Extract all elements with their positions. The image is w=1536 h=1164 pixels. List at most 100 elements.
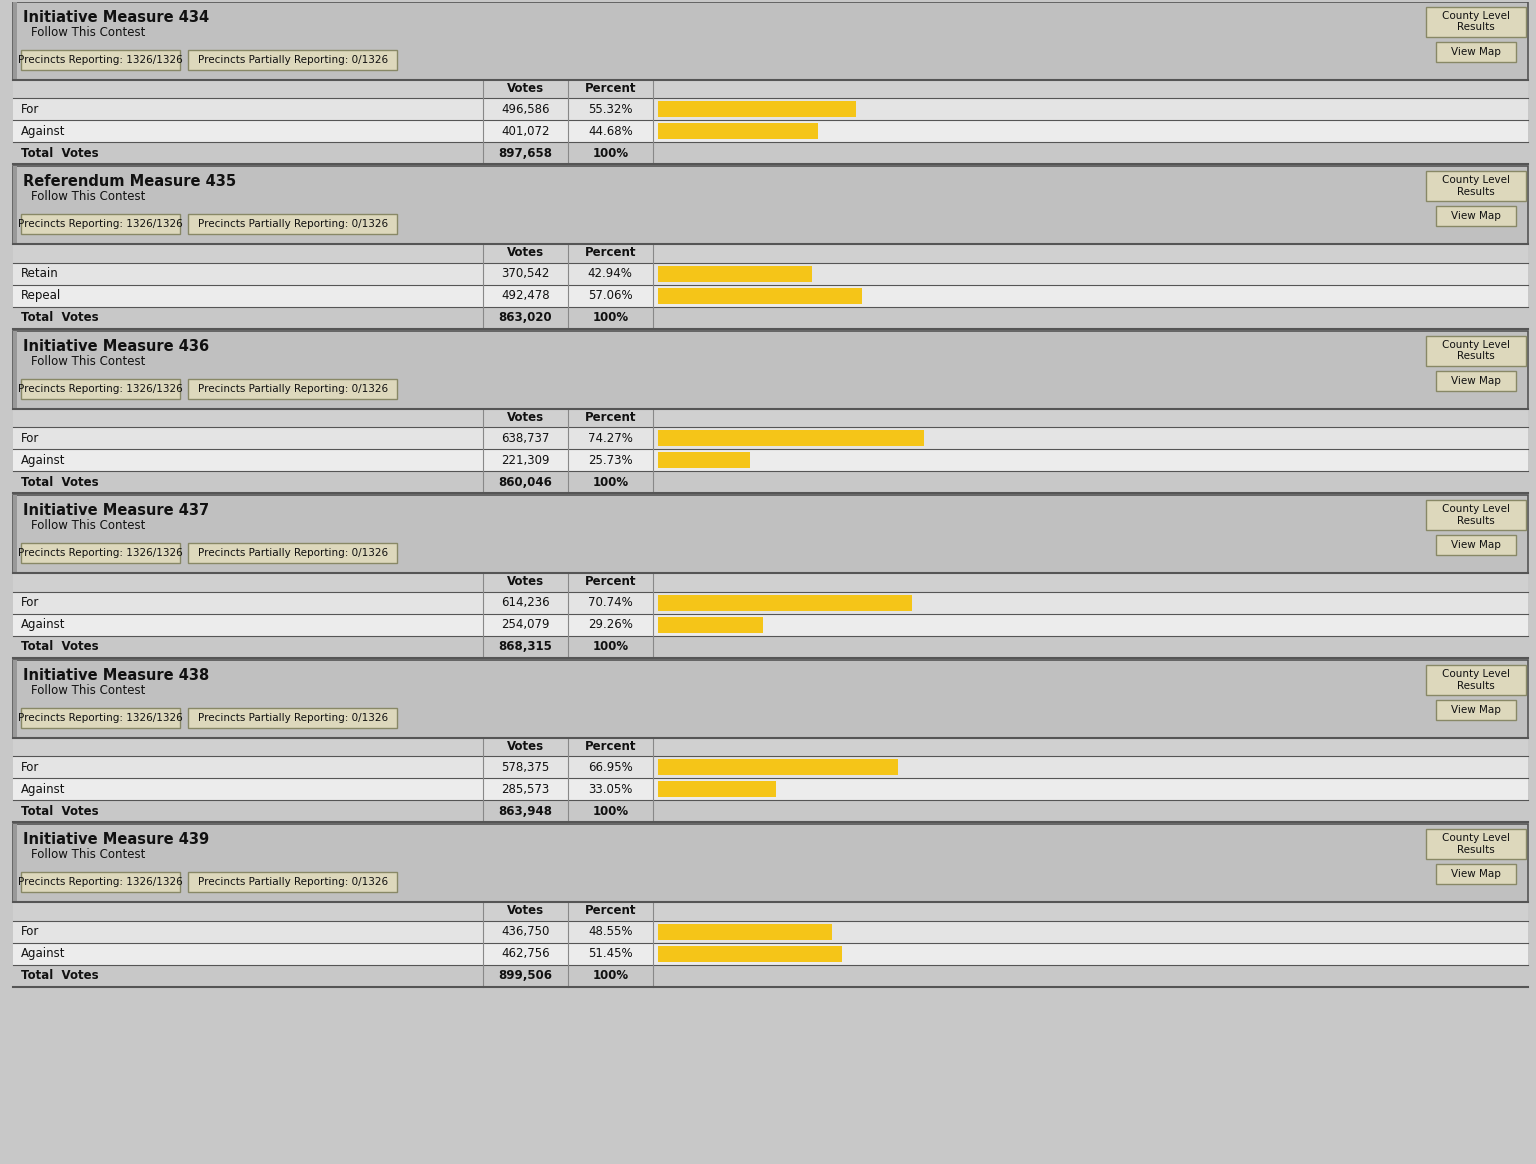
Text: Total  Votes: Total Votes bbox=[20, 640, 98, 653]
Bar bbox=[12, 801, 1528, 822]
Text: Precincts Partially Reporting: 0/1326: Precincts Partially Reporting: 0/1326 bbox=[198, 548, 387, 558]
Bar bbox=[187, 50, 398, 70]
Bar bbox=[12, 142, 1528, 164]
Bar bbox=[1436, 370, 1516, 391]
Text: Initiative Measure 438: Initiative Measure 438 bbox=[23, 668, 209, 683]
Bar bbox=[12, 120, 1528, 142]
Text: 29.26%: 29.26% bbox=[588, 618, 633, 631]
Text: Votes: Votes bbox=[507, 739, 544, 752]
Text: Referendum Measure 435: Referendum Measure 435 bbox=[23, 175, 235, 190]
Bar bbox=[657, 617, 763, 633]
Text: Against: Against bbox=[20, 125, 65, 137]
Bar bbox=[657, 946, 842, 961]
Text: Percent: Percent bbox=[585, 904, 636, 917]
Text: 100%: 100% bbox=[593, 311, 628, 325]
Text: 899,506: 899,506 bbox=[499, 970, 553, 982]
Text: View Map: View Map bbox=[1452, 870, 1501, 879]
Bar bbox=[12, 2, 1528, 79]
Text: 285,573: 285,573 bbox=[501, 783, 550, 796]
Bar bbox=[1436, 864, 1516, 885]
Bar bbox=[20, 50, 180, 70]
Text: Total  Votes: Total Votes bbox=[20, 476, 98, 489]
Text: Initiative Measure 436: Initiative Measure 436 bbox=[23, 339, 209, 354]
Text: Total  Votes: Total Votes bbox=[20, 311, 98, 325]
Bar bbox=[12, 779, 1528, 801]
Bar bbox=[187, 708, 398, 728]
Text: Total  Votes: Total Votes bbox=[20, 147, 98, 159]
Text: For: For bbox=[20, 596, 38, 610]
Text: 496,586: 496,586 bbox=[501, 102, 550, 116]
Text: Precincts Reporting: 1326/1326: Precincts Reporting: 1326/1326 bbox=[18, 712, 183, 723]
Text: View Map: View Map bbox=[1452, 540, 1501, 551]
Text: Percent: Percent bbox=[585, 81, 636, 94]
Text: View Map: View Map bbox=[1452, 704, 1501, 715]
Bar bbox=[12, 738, 1528, 757]
Text: 370,542: 370,542 bbox=[501, 268, 550, 281]
Text: Precincts Partially Reporting: 0/1326: Precincts Partially Reporting: 0/1326 bbox=[198, 384, 387, 393]
Text: 897,658: 897,658 bbox=[499, 147, 553, 159]
Text: Total  Votes: Total Votes bbox=[20, 804, 98, 818]
Text: 221,309: 221,309 bbox=[501, 454, 550, 467]
Bar bbox=[1436, 42, 1516, 62]
Text: 254,079: 254,079 bbox=[501, 618, 550, 631]
Bar bbox=[12, 99, 1528, 120]
Text: Precincts Reporting: 1326/1326: Precincts Reporting: 1326/1326 bbox=[18, 219, 183, 229]
Bar bbox=[1436, 206, 1516, 226]
Bar bbox=[657, 781, 776, 797]
Text: 578,375: 578,375 bbox=[501, 761, 550, 774]
Text: For: For bbox=[20, 761, 38, 774]
Bar bbox=[1436, 700, 1516, 719]
Text: County Level
Results: County Level Results bbox=[1442, 504, 1510, 526]
Bar bbox=[12, 409, 1528, 427]
Text: Follow This Contest: Follow This Contest bbox=[31, 190, 144, 204]
Bar bbox=[657, 595, 911, 611]
Text: 863,948: 863,948 bbox=[499, 804, 553, 818]
Text: 33.05%: 33.05% bbox=[588, 783, 633, 796]
Text: County Level
Results: County Level Results bbox=[1442, 176, 1510, 197]
Text: Precincts Partially Reporting: 0/1326: Precincts Partially Reporting: 0/1326 bbox=[198, 55, 387, 64]
Bar bbox=[12, 244, 1528, 263]
Text: Percent: Percent bbox=[585, 246, 636, 260]
Bar bbox=[1427, 501, 1527, 530]
Text: Precincts Reporting: 1326/1326: Precincts Reporting: 1326/1326 bbox=[18, 384, 183, 393]
Text: 462,756: 462,756 bbox=[501, 947, 550, 960]
Text: County Level
Results: County Level Results bbox=[1442, 10, 1510, 33]
Text: For: For bbox=[20, 432, 38, 445]
Bar bbox=[657, 453, 750, 468]
Text: Precincts Reporting: 1326/1326: Precincts Reporting: 1326/1326 bbox=[18, 878, 183, 887]
Text: Initiative Measure 434: Initiative Measure 434 bbox=[23, 9, 209, 24]
Text: 55.32%: 55.32% bbox=[588, 102, 633, 116]
Text: County Level
Results: County Level Results bbox=[1442, 340, 1510, 362]
Bar bbox=[12, 660, 17, 738]
Text: Votes: Votes bbox=[507, 411, 544, 424]
Text: 863,020: 863,020 bbox=[499, 311, 553, 325]
Text: 401,072: 401,072 bbox=[501, 125, 550, 137]
Text: Follow This Contest: Follow This Contest bbox=[31, 26, 144, 38]
Text: 100%: 100% bbox=[593, 476, 628, 489]
Bar bbox=[187, 872, 398, 892]
Text: For: For bbox=[20, 925, 38, 938]
Text: View Map: View Map bbox=[1452, 47, 1501, 57]
Bar bbox=[20, 378, 180, 398]
Bar bbox=[1436, 535, 1516, 555]
Text: Repeal: Repeal bbox=[20, 290, 61, 303]
Text: Initiative Measure 439: Initiative Measure 439 bbox=[23, 832, 209, 847]
Bar bbox=[20, 544, 180, 563]
Bar bbox=[12, 427, 1528, 449]
Text: Precincts Partially Reporting: 0/1326: Precincts Partially Reporting: 0/1326 bbox=[198, 878, 387, 887]
Bar bbox=[12, 285, 1528, 307]
Text: Initiative Measure 437: Initiative Measure 437 bbox=[23, 503, 209, 518]
Text: 100%: 100% bbox=[593, 147, 628, 159]
Bar bbox=[12, 613, 1528, 636]
Bar bbox=[12, 660, 1528, 738]
Bar bbox=[12, 943, 1528, 965]
Bar bbox=[657, 924, 833, 939]
Bar bbox=[12, 757, 1528, 779]
Bar bbox=[12, 79, 1528, 99]
Bar bbox=[12, 2, 17, 79]
Bar bbox=[12, 573, 1528, 592]
Bar bbox=[12, 921, 1528, 943]
Bar bbox=[12, 449, 1528, 471]
Bar bbox=[12, 965, 1528, 987]
Bar bbox=[12, 307, 1528, 328]
